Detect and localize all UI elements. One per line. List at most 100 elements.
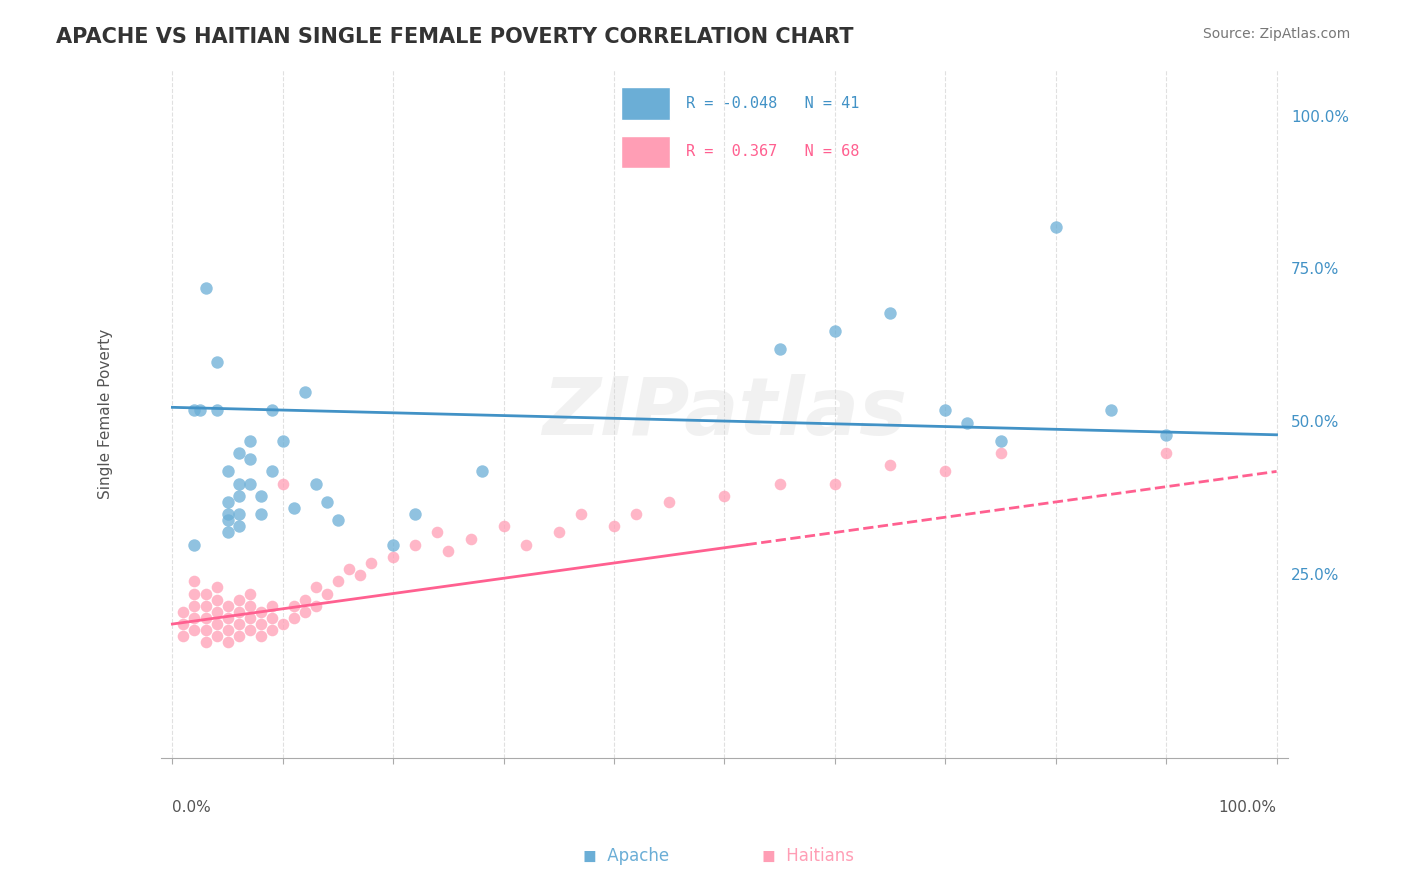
Point (879, 306, 901, 320)
Point (305, 599, 328, 613)
Text: ◼  Apache: ◼ Apache (582, 847, 669, 865)
Point (217, 623, 239, 637)
Point (217, 599, 239, 613)
Point (283, 599, 305, 613)
Point (283, 501, 305, 516)
Point (217, 611, 239, 625)
Point (194, 599, 217, 613)
Point (172, 629, 194, 643)
Point (239, 623, 262, 637)
Point (404, 538, 426, 552)
Point (271, 617, 294, 632)
Point (183, 538, 205, 552)
Point (271, 434, 294, 448)
Text: ◼  Haitians: ◼ Haitians (762, 847, 855, 865)
Point (316, 495, 339, 509)
Point (205, 605, 228, 619)
Point (990, 446, 1012, 460)
Point (239, 434, 262, 448)
Text: R = -0.048   N = 41: R = -0.048 N = 41 (686, 96, 859, 111)
Text: 25.0%: 25.0% (1291, 567, 1340, 582)
Point (205, 403, 228, 417)
Text: ZIPatlas: ZIPatlas (541, 375, 907, 452)
Point (217, 465, 239, 479)
Point (172, 617, 194, 632)
Point (294, 385, 316, 400)
FancyBboxPatch shape (621, 136, 671, 168)
Point (239, 611, 262, 625)
Text: R =  0.367   N = 68: R = 0.367 N = 68 (686, 145, 859, 159)
Point (228, 629, 250, 643)
Text: 50.0%: 50.0% (1291, 415, 1340, 430)
Point (260, 599, 283, 613)
Point (426, 525, 449, 540)
Point (492, 519, 515, 533)
Point (956, 416, 979, 430)
Point (228, 446, 250, 460)
Point (547, 525, 569, 540)
Text: 100.0%: 100.0% (1291, 110, 1348, 125)
Point (205, 354, 228, 368)
Point (239, 452, 262, 467)
Text: 100.0%: 100.0% (1219, 800, 1277, 814)
Point (239, 476, 262, 491)
Point (294, 592, 316, 607)
Point (194, 611, 217, 625)
Point (824, 476, 846, 491)
Point (183, 403, 205, 417)
Point (217, 525, 239, 540)
Point (228, 519, 250, 533)
Point (471, 465, 494, 479)
Point (239, 586, 262, 600)
Point (283, 611, 305, 625)
Point (239, 599, 262, 613)
Point (1154, 446, 1177, 460)
Point (316, 586, 339, 600)
Point (305, 476, 328, 491)
Point (934, 403, 956, 417)
Point (382, 549, 405, 564)
Point (260, 623, 283, 637)
Point (183, 599, 205, 613)
Point (382, 538, 405, 552)
Point (294, 605, 316, 619)
Point (404, 507, 426, 521)
Point (183, 623, 205, 637)
Point (769, 343, 792, 357)
Point (249, 507, 271, 521)
Point (205, 581, 228, 595)
Point (205, 617, 228, 632)
Point (260, 403, 283, 417)
Point (205, 629, 228, 643)
Text: 0.0%: 0.0% (173, 800, 211, 814)
Point (624, 507, 647, 521)
FancyBboxPatch shape (621, 87, 671, 120)
Point (228, 617, 250, 632)
Point (228, 605, 250, 619)
Point (1099, 403, 1122, 417)
Point (305, 581, 328, 595)
Point (228, 592, 250, 607)
Point (515, 538, 537, 552)
Point (326, 513, 349, 527)
Point (1045, 220, 1067, 235)
Point (249, 605, 271, 619)
Point (249, 617, 271, 632)
Point (349, 568, 371, 582)
Point (228, 476, 250, 491)
Point (228, 507, 250, 521)
Point (183, 611, 205, 625)
Point (658, 495, 681, 509)
Text: 75.0%: 75.0% (1291, 262, 1340, 277)
Text: Single Female Poverty: Single Female Poverty (97, 328, 112, 499)
Point (337, 562, 360, 576)
Point (194, 281, 217, 295)
Point (194, 586, 217, 600)
Point (360, 556, 382, 570)
Point (205, 592, 228, 607)
Point (1154, 427, 1177, 442)
Point (990, 434, 1012, 448)
Point (217, 635, 239, 649)
Text: Source: ZipAtlas.com: Source: ZipAtlas.com (1202, 27, 1350, 41)
Point (271, 476, 294, 491)
